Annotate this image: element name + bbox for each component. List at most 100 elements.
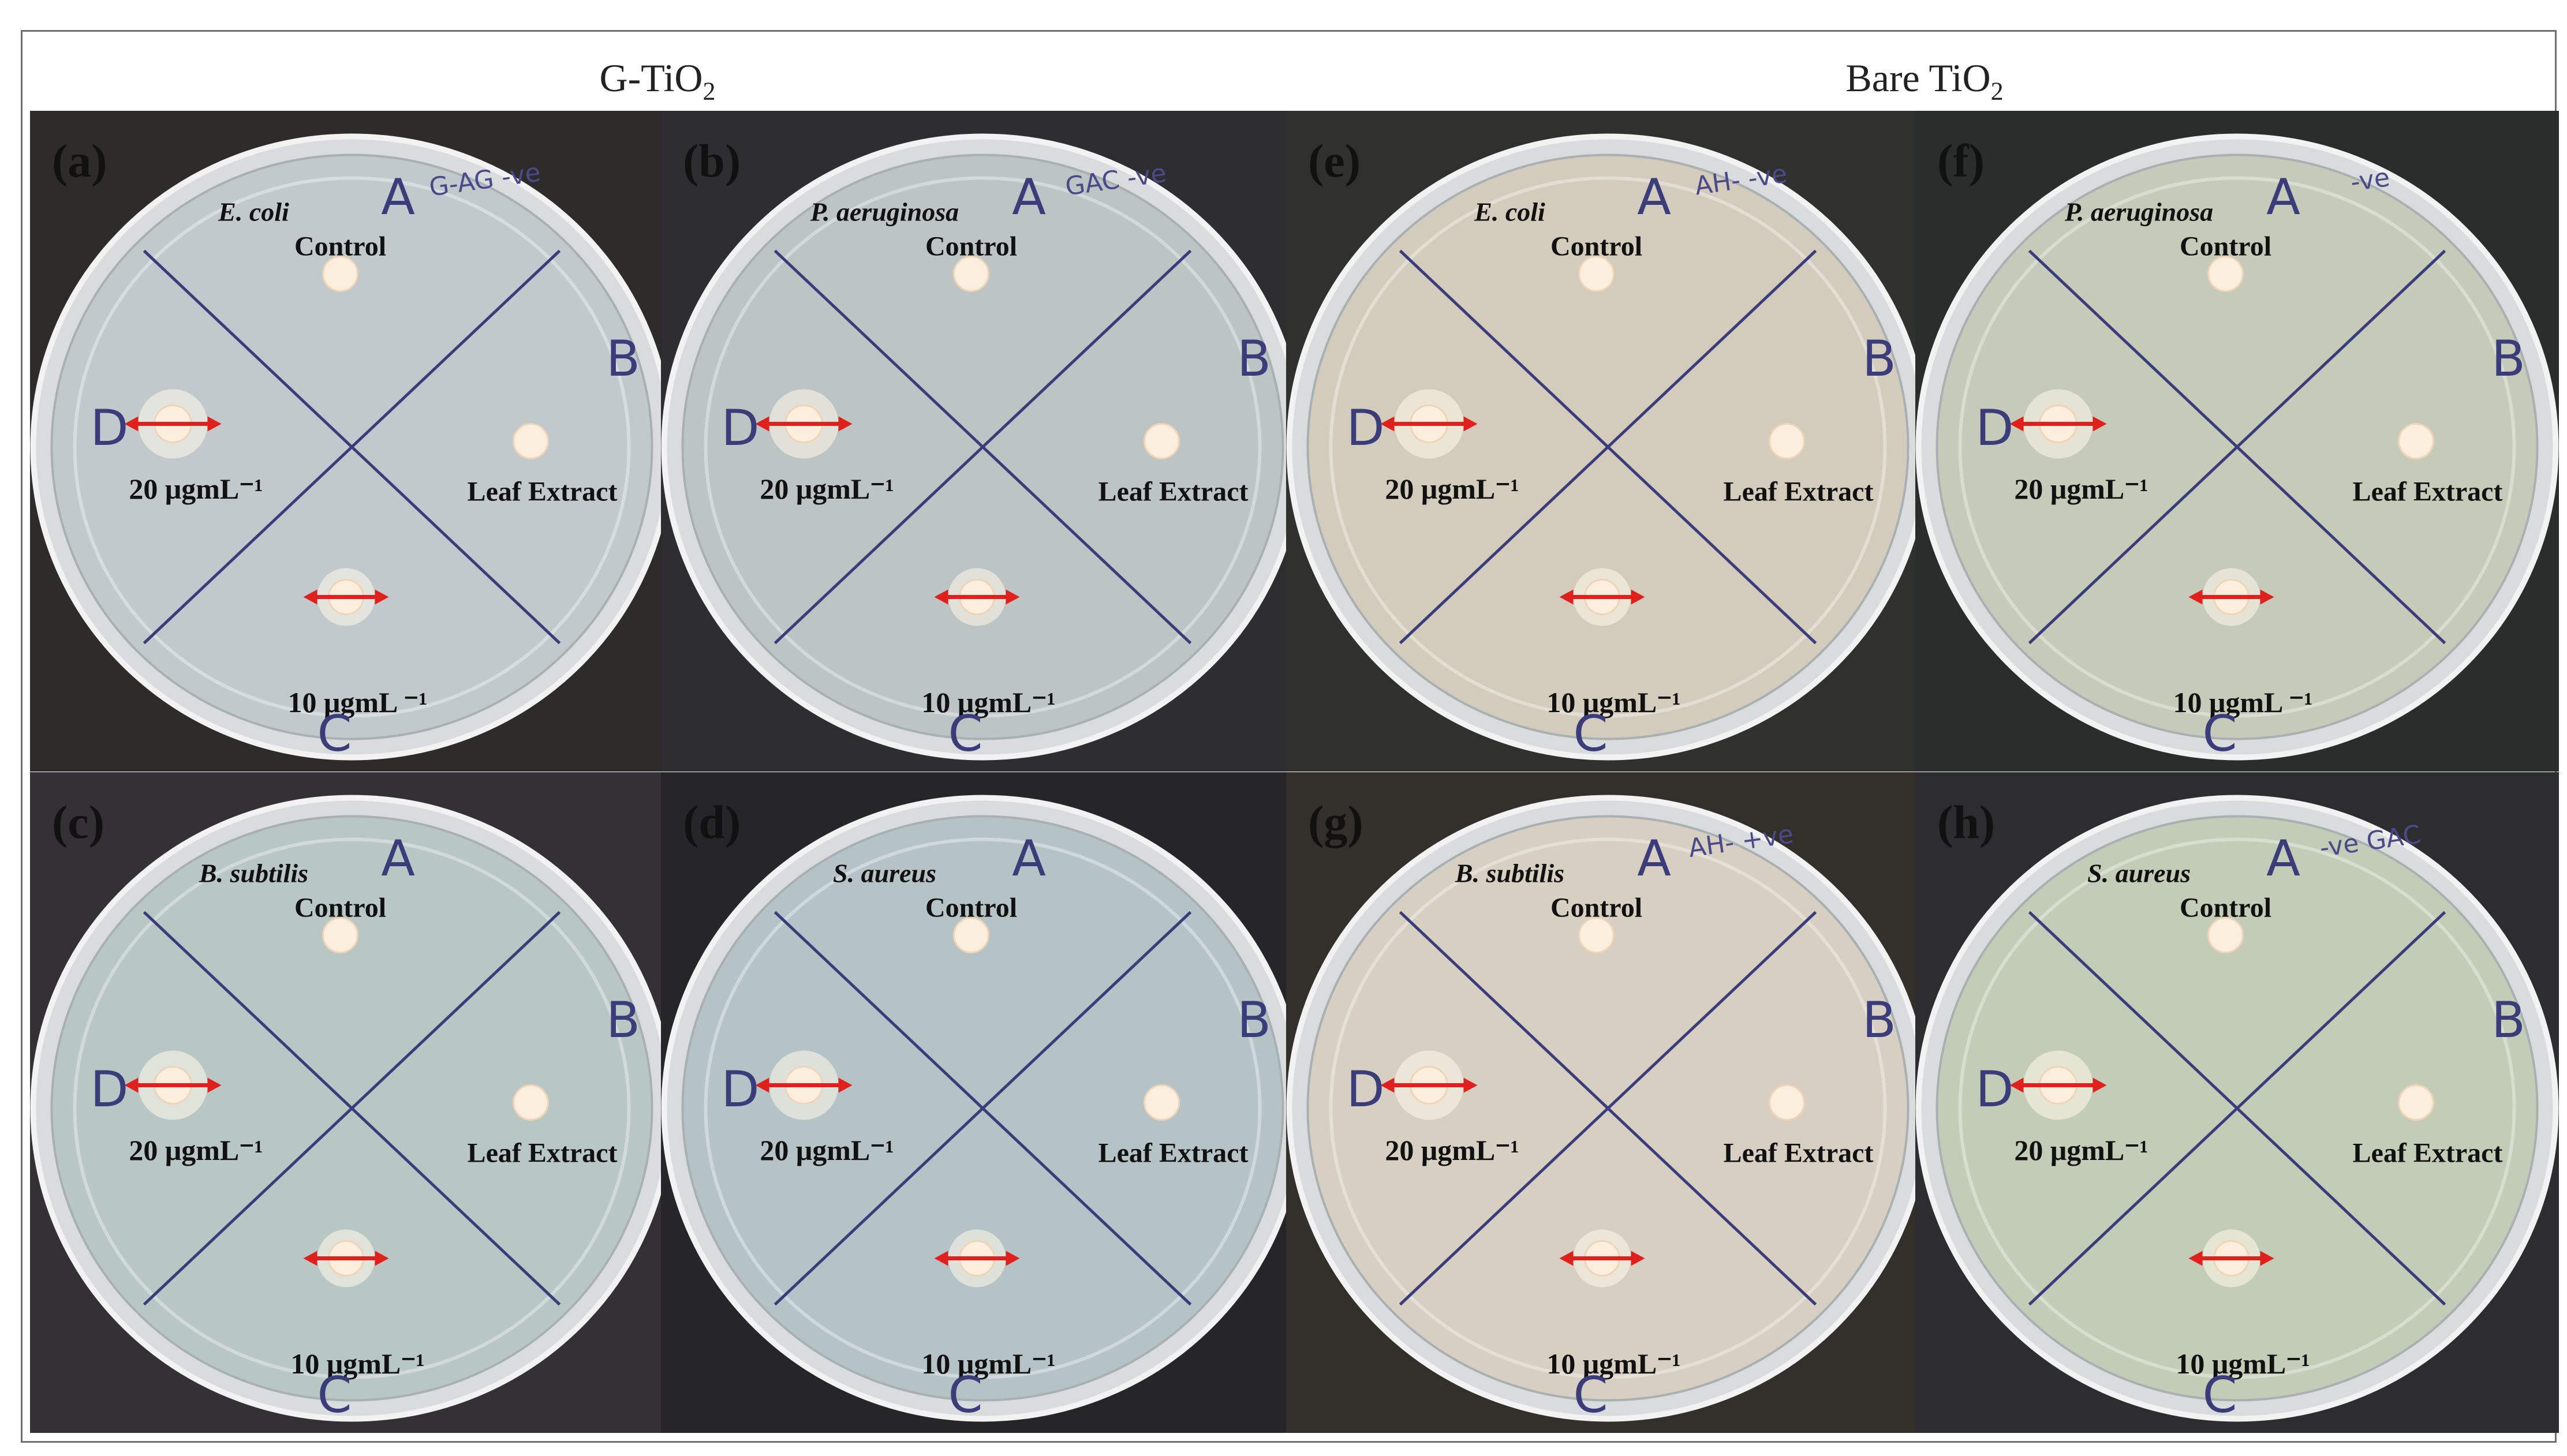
pen-mark-A: A bbox=[381, 830, 415, 888]
plate-panel-e: (e) E. coli Control Leaf Extract 20 μgmL⁻¹ 10… bbox=[1286, 111, 1930, 772]
control-label: Control bbox=[1550, 231, 1643, 262]
arrow-head-right bbox=[838, 1077, 853, 1093]
plate-photo bbox=[30, 133, 674, 761]
arrow-head-right bbox=[1006, 589, 1020, 605]
pen-mark-C: C bbox=[1573, 1367, 1608, 1424]
pen-mark-A: A bbox=[1012, 169, 1046, 226]
organism-label: S. aureus bbox=[2087, 858, 2191, 888]
pen-mark-B: B bbox=[1862, 991, 1896, 1049]
arrow-head-left bbox=[124, 416, 139, 432]
leaf-extract-disc bbox=[1144, 423, 1180, 459]
plate-panel-g: (g) B. subtilis Control Leaf Extract 20 μgmL… bbox=[1286, 772, 1930, 1433]
control-label: Control bbox=[294, 892, 387, 923]
agar-highlight bbox=[73, 837, 631, 1379]
pen-mark-D: D bbox=[90, 399, 129, 457]
concentration-10-label: 10 μgmL⁻¹ bbox=[921, 686, 1056, 718]
agar-highlight bbox=[1958, 837, 2516, 1379]
pen-mark-C: C bbox=[317, 1367, 352, 1424]
plate-panel-b: (b) P. aeruginosa Control Leaf Extract 20 μg… bbox=[661, 111, 1305, 772]
pen-mark-C: C bbox=[317, 705, 352, 763]
pen-mark-A: A bbox=[381, 169, 415, 226]
pen-mark-A: A bbox=[2266, 169, 2300, 226]
arrow-head-right bbox=[2260, 589, 2274, 605]
quadrant-line bbox=[143, 249, 561, 645]
arrow-head-right bbox=[1631, 589, 1645, 605]
organism-label: B. subtilis bbox=[1455, 858, 1565, 888]
plate-panel-d: (d) S. aureus Control Leaf Extract 20 μgmL⁻¹… bbox=[661, 772, 1305, 1433]
control-label: Control bbox=[2179, 231, 2272, 262]
panel-label: (f) bbox=[1937, 134, 1985, 187]
quadrant-line bbox=[774, 249, 1192, 645]
concentration-20-label: 20 μgmL⁻¹ bbox=[1385, 473, 1519, 505]
plate-photo bbox=[1915, 133, 2559, 761]
pen-mark-C: C bbox=[1573, 705, 1608, 763]
leaf-extract-label: Leaf Extract bbox=[2352, 1137, 2503, 1169]
leaf-extract-label: Leaf Extract bbox=[1723, 1137, 1874, 1169]
control-disc bbox=[1578, 256, 1615, 292]
arrow-head-left bbox=[755, 1077, 769, 1093]
organism-label: B. subtilis bbox=[199, 858, 309, 888]
pen-mark-B: B bbox=[1237, 991, 1271, 1049]
control-label: Control bbox=[2179, 892, 2272, 923]
arrow-head-right bbox=[838, 416, 853, 432]
concentration-10-label: 10 μgmL ⁻¹ bbox=[287, 686, 428, 718]
plate-photo bbox=[1915, 795, 2559, 1422]
arrow-head-left bbox=[2009, 416, 2024, 432]
pen-mark-D: D bbox=[721, 399, 760, 457]
pen-mark-D: D bbox=[721, 1061, 760, 1118]
arrow-head-right bbox=[1463, 1077, 1478, 1093]
agar-highlight bbox=[704, 176, 1262, 718]
arrow-head-left bbox=[2009, 1077, 2024, 1093]
arrow-head-left bbox=[303, 1251, 317, 1266]
concentration-20-label: 20 μgmL⁻¹ bbox=[2014, 1134, 2148, 1166]
quadrant-line bbox=[1399, 249, 1817, 645]
leaf-extract-disc bbox=[1769, 423, 1805, 459]
panel-label: (a) bbox=[52, 134, 107, 187]
leaf-extract-label: Leaf Extract bbox=[1723, 476, 1874, 507]
concentration-10-label: 10 μgmL⁻¹ bbox=[1546, 686, 1681, 718]
leaf-extract-disc bbox=[1769, 1084, 1805, 1121]
quadrant-line bbox=[2028, 911, 2446, 1306]
control-disc bbox=[1578, 917, 1615, 953]
pen-mark-D: D bbox=[1975, 399, 2014, 457]
pen-mark-A: A bbox=[1637, 169, 1671, 226]
plate-photo bbox=[30, 795, 674, 1422]
control-disc bbox=[2207, 917, 2244, 953]
panel-label: (e) bbox=[1308, 134, 1361, 187]
arrow-head-right bbox=[207, 1077, 222, 1093]
leaf-extract-disc bbox=[513, 423, 549, 459]
arrow-head-left bbox=[755, 416, 769, 432]
concentration-20-label: 20 μgmL⁻¹ bbox=[1385, 1134, 1519, 1166]
concentration-20-label: 20 μgmL⁻¹ bbox=[129, 1134, 263, 1166]
handwritten-note: -ve bbox=[2348, 163, 2392, 197]
arrow-head-left bbox=[2188, 1251, 2203, 1266]
arrow-head-right bbox=[1631, 1251, 1645, 1266]
agar-highlight bbox=[1958, 176, 2516, 718]
group-title-g-tio2: G-TiO2 bbox=[23, 32, 1292, 113]
arrow-head-right bbox=[1006, 1251, 1020, 1266]
quadrant-line bbox=[774, 911, 1192, 1306]
organism-label: S. aureus bbox=[833, 858, 936, 888]
leaf-extract-label: Leaf Extract bbox=[2352, 476, 2503, 507]
panel-label: (g) bbox=[1308, 796, 1363, 848]
pen-mark-B: B bbox=[606, 330, 640, 388]
plate-panel-c: (c) B. subtilis Control Leaf Extract 20 μgmL… bbox=[30, 772, 674, 1433]
plate-photo bbox=[1286, 795, 1930, 1422]
pen-mark-C: C bbox=[948, 705, 983, 763]
arrow-head-right bbox=[375, 589, 389, 605]
arrow-head-left bbox=[1380, 1077, 1395, 1093]
pen-mark-A: A bbox=[1012, 830, 1046, 888]
arrow-head-left bbox=[934, 589, 948, 605]
plate-photo bbox=[661, 795, 1305, 1422]
quadrant-line bbox=[143, 911, 561, 1306]
arrow-head-right bbox=[1463, 416, 1478, 432]
group-title-subscript: 2 bbox=[1990, 77, 2004, 106]
arrow-head-right bbox=[375, 1251, 389, 1266]
control-disc bbox=[2207, 256, 2244, 292]
group-title-text: Bare TiO bbox=[1845, 56, 1991, 100]
panel-label: (h) bbox=[1937, 796, 1996, 848]
leaf-extract-label: Leaf Extract bbox=[1098, 476, 1249, 507]
pen-mark-C: C bbox=[948, 1367, 983, 1424]
pen-mark-B: B bbox=[1862, 330, 1896, 388]
arrow-head-left bbox=[934, 1251, 948, 1266]
